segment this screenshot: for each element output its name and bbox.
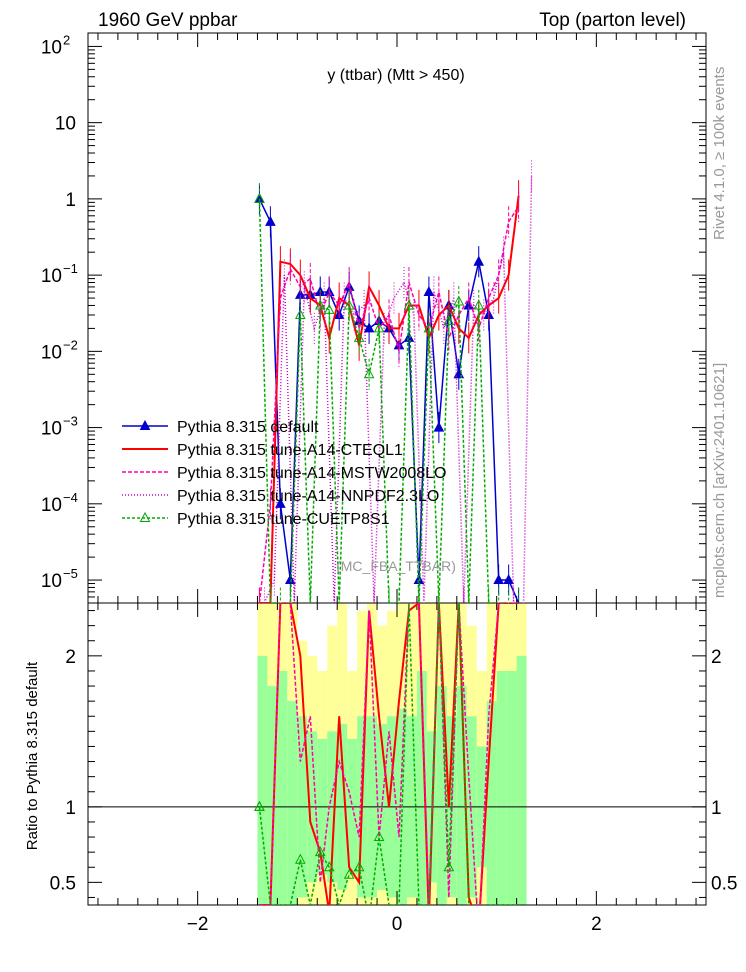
data-point [403, 331, 415, 342]
data-point [139, 419, 151, 430]
data-point [353, 331, 365, 342]
series-0 [254, 183, 520, 603]
series-line [258, 205, 520, 603]
data-point [294, 308, 306, 319]
data-point [343, 868, 355, 879]
data-point [493, 573, 505, 585]
data-point [294, 853, 306, 864]
ratio-y-tick-label-right: 1 [711, 798, 722, 819]
data-point [503, 573, 514, 585]
ratio-y-tick-label: 0.5 [50, 873, 76, 894]
header-right: Top (parton level) [539, 10, 686, 31]
data-point [403, 299, 415, 310]
main-y-tick-label: 10 [41, 419, 62, 440]
data-point [373, 830, 385, 842]
ratio-band-green [496, 670, 507, 905]
main-y-tick-label: 10 [41, 342, 62, 363]
data-point [314, 846, 326, 857]
data-point [343, 299, 355, 310]
main-y-tick-label: 10 [41, 571, 62, 592]
data-point [363, 322, 375, 333]
data-point [473, 299, 485, 310]
series-4 [254, 183, 520, 603]
ratio-series-1 [259, 603, 519, 905]
legend-label: Pythia 8.315 tune-CUETP8S1 [177, 511, 390, 528]
ratio-y-tick-label: 1 [65, 798, 76, 819]
ratio-line [259, 603, 519, 905]
ratio-y-tick-label-right: 0.5 [711, 873, 737, 894]
data-point [285, 573, 296, 585]
ratio-y-tick-label: 2 [65, 647, 76, 668]
chart-title: y (ttbar) (Mtt > 450) [327, 67, 464, 84]
data-point [139, 511, 151, 522]
x-tick-label: −2 [187, 914, 209, 935]
x-tick-label: 2 [591, 914, 602, 935]
data-point [254, 800, 265, 811]
ratio-line [258, 603, 519, 905]
watermark: (MC_FBA_TTBAR) [336, 558, 456, 574]
data-point [433, 421, 445, 432]
main-y-tick-exponent: −3 [63, 414, 78, 429]
ratio-band-green [436, 686, 447, 905]
ratio-band-green [267, 686, 278, 905]
legend-label: Pythia 8.315 default [177, 419, 319, 436]
ratio-series-0 [259, 603, 519, 905]
series-line [259, 195, 520, 603]
side-label-rivet: Rivet 4.1.0, ≥ 100k events [711, 67, 728, 240]
ratio-band-green [456, 686, 467, 905]
data-point [363, 368, 375, 379]
side-label-mcplots: mcplots.cern.ch [arXiv:2401.10621] [711, 363, 728, 598]
ratio-ylabel: Ratio to Pythia 8.315 default [24, 661, 41, 850]
data-point [453, 295, 465, 306]
x-axis: −2 0 2 [97, 33, 697, 935]
legend-label: Pythia 8.315 tune-A14-CTEQL1 [177, 442, 403, 459]
legend-label: Pythia 8.315 tune-A14-MSTW2008LO [177, 465, 446, 482]
data-point [314, 299, 326, 310]
main-y-tick-label: 10 [55, 114, 76, 135]
ratio-band-green [257, 655, 268, 905]
data-point [443, 861, 455, 872]
ratio-y-tick-label-right: 2 [711, 647, 722, 668]
ratio-band-green [416, 670, 427, 905]
data-point [423, 322, 435, 333]
data-point [353, 861, 365, 872]
ratio-series-layer [254, 603, 519, 905]
main-y-tick-exponent: −5 [63, 566, 78, 581]
main-y-tick-label: 1 [65, 190, 76, 211]
data-point [254, 192, 265, 203]
ratio-band-green [506, 670, 517, 905]
data-point [373, 322, 385, 333]
data-point [473, 255, 485, 266]
data-point [443, 314, 455, 326]
data-point [323, 861, 335, 872]
data-point [423, 285, 435, 297]
ratio-band-green [287, 701, 298, 905]
main-y-tick-label: 10 [41, 266, 62, 287]
ratio-y-axis: 0.5 0.5 1 1 2 2 [50, 610, 737, 898]
series-line [258, 198, 519, 603]
main-y-tick-label: 10 [41, 37, 62, 58]
main-y-tick-exponent: 2 [63, 32, 70, 47]
legend: Pythia 8.315 default Pythia 8.315 tune-A1… [122, 419, 446, 528]
data-point [275, 497, 286, 508]
series-3 [263, 160, 533, 603]
series-2 [258, 190, 520, 603]
ratio-band-green [516, 655, 527, 905]
data-point [265, 215, 276, 226]
header-left: 1960 GeV ppbar [98, 10, 238, 31]
main-y-tick-exponent: −1 [63, 261, 78, 276]
ratio-band-green [277, 670, 288, 905]
main-y-tick-label: 10 [41, 495, 62, 516]
main-series-layer [254, 160, 533, 603]
legend-label: Pythia 8.315 tune-A14-NNPDF2.3LO [177, 488, 439, 505]
ratio-band-green [486, 701, 497, 905]
ratio-line [259, 603, 519, 905]
data-point [323, 303, 335, 314]
main-y-tick-exponent: −4 [63, 490, 78, 505]
main-y-tick-exponent: −2 [63, 337, 78, 352]
x-tick-label: 0 [392, 914, 403, 935]
